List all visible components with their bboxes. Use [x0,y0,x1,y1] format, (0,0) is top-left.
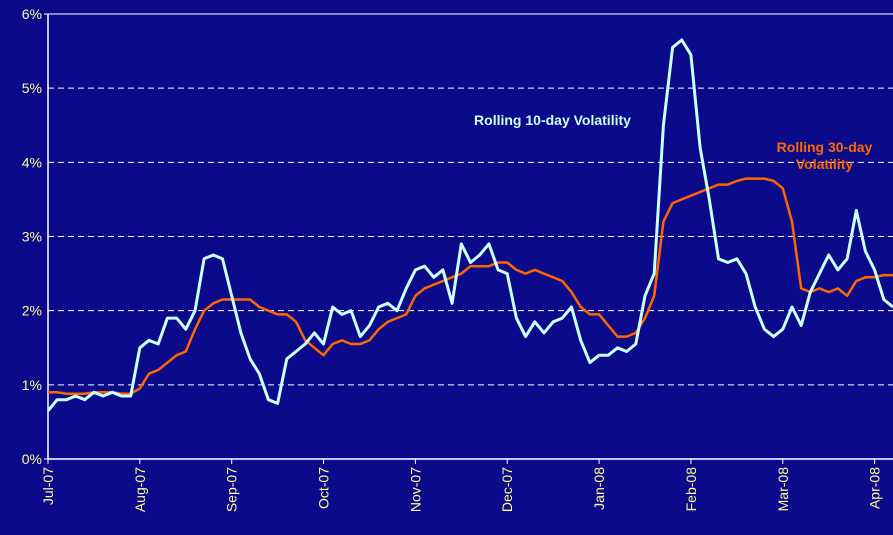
x-tick-label: Jan-08 [591,467,607,510]
y-tick-label: 5% [22,80,42,96]
series-line [46,38,893,412]
y-tick-label: 1% [22,377,42,393]
y-tick-label: 0% [22,451,42,467]
y-tick-label: 2% [22,303,42,319]
y-tick-label: 3% [22,229,42,245]
x-tick-label: Mar-08 [775,467,791,512]
x-tick-label: Feb-08 [683,467,699,512]
annotation-10day: Rolling 10-day Volatility [474,112,631,128]
x-tick-label: Nov-07 [407,467,423,512]
y-tick-label: 4% [22,154,42,170]
x-tick-label: Oct-07 [316,467,332,509]
x-tick-label: Sep-07 [224,467,240,512]
y-tick-label: 6% [22,6,42,22]
x-tick-label: Aug-07 [132,467,148,512]
x-tick-label: Jul-07 [40,467,56,505]
series-line [48,177,893,395]
x-tick-label: Dec-07 [499,467,515,512]
annotation-30day: Rolling 30-day Volatility [776,139,873,172]
x-tick-label: Apr-08 [867,467,883,509]
